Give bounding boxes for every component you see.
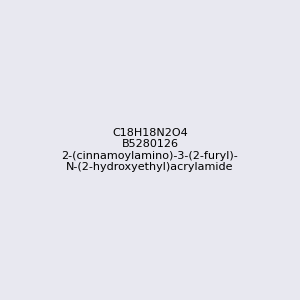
Text: C18H18N2O4
B5280126
2-(cinnamoylamino)-3-(2-furyl)-
N-(2-hydroxyethyl)acrylamide: C18H18N2O4 B5280126 2-(cinnamoylamino)-3…: [61, 128, 239, 172]
